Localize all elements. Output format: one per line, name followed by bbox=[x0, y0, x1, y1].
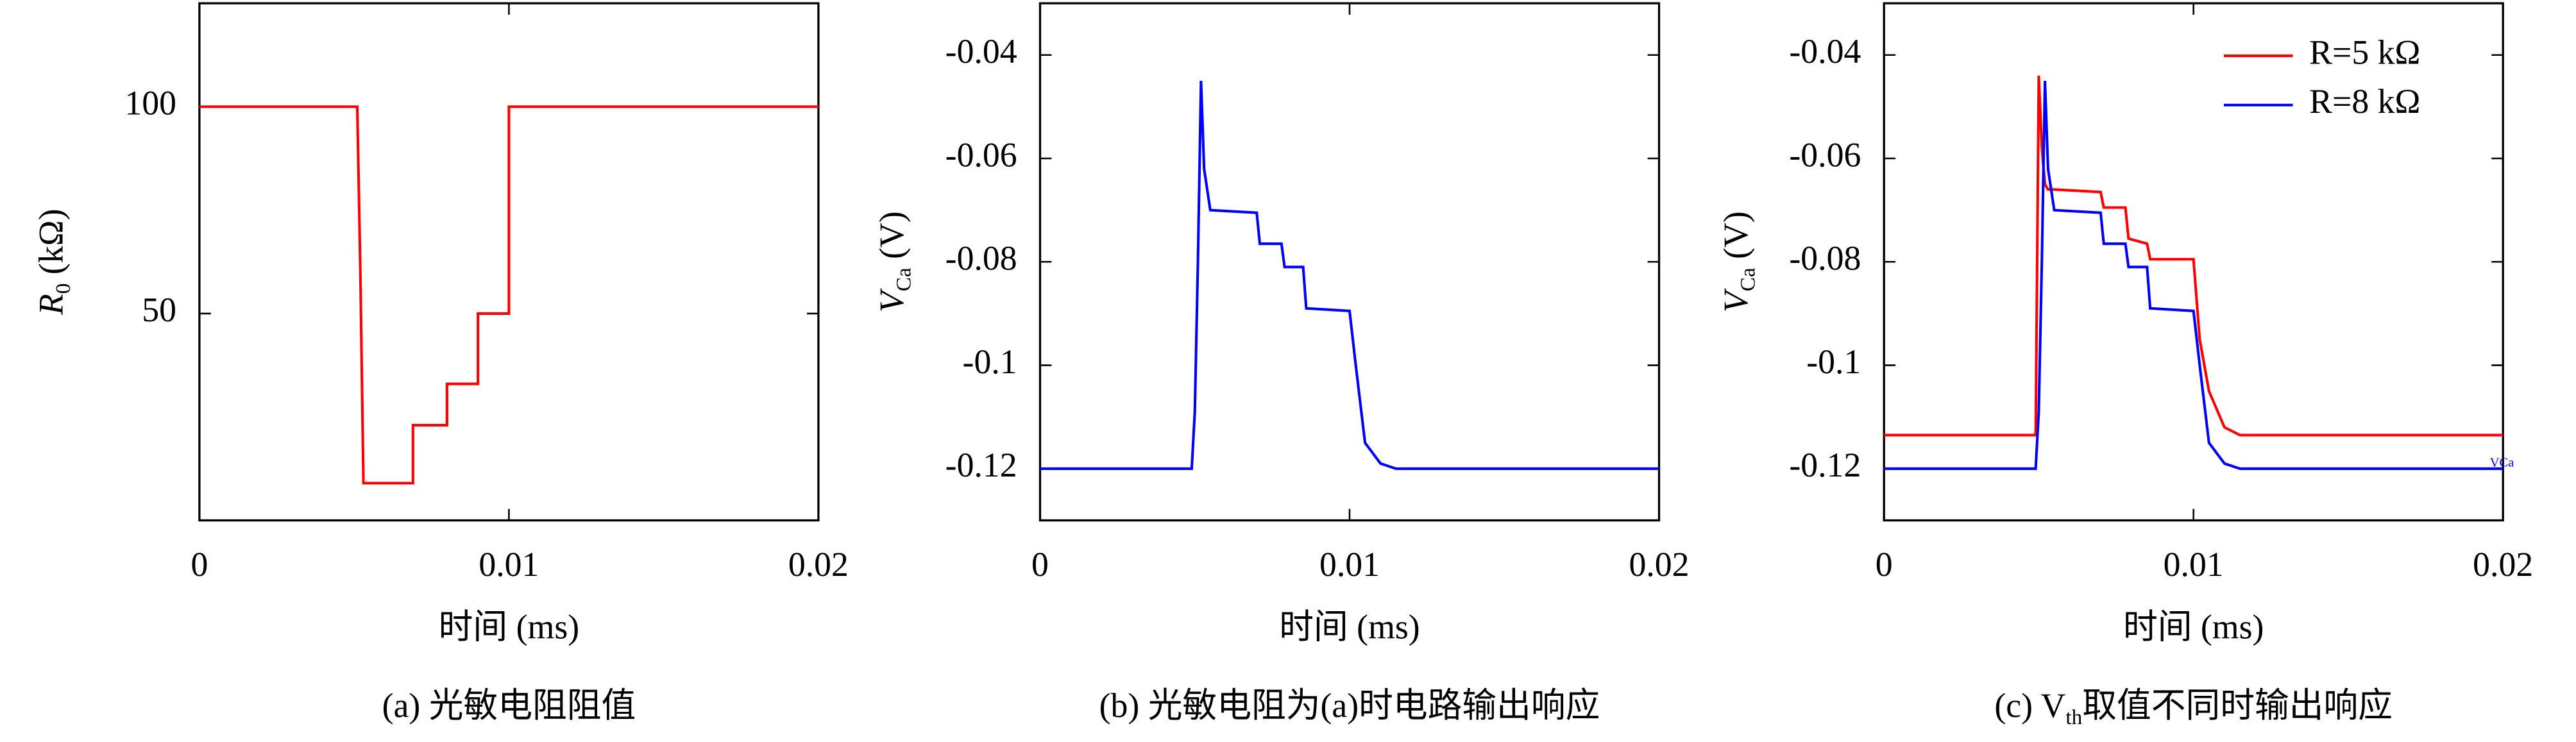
y-tick-label: -0.12 bbox=[1789, 446, 1861, 484]
y-tick-label: -0.04 bbox=[1789, 32, 1861, 71]
y-tick-label: -0.1 bbox=[1806, 342, 1861, 381]
data-line bbox=[1040, 80, 1659, 470]
legend-label: R=8 kΩ bbox=[2309, 82, 2420, 121]
x-tick-label: 0.02 bbox=[788, 545, 849, 584]
annotation: VCa bbox=[2490, 455, 2514, 469]
y-axis-label-rest: (kΩ) bbox=[32, 209, 71, 283]
axes-frame bbox=[1038, 2, 1661, 522]
y-axis-label-main: R bbox=[32, 294, 71, 316]
x-axis-label: 时间 (ms) bbox=[439, 607, 579, 646]
y-tick-label: -0.06 bbox=[1789, 135, 1861, 174]
x-tick-label: 0.01 bbox=[479, 545, 539, 584]
y-axis-label-main: V bbox=[1716, 288, 1755, 312]
caption-rest: 取值不同时输出响应 bbox=[2082, 686, 2393, 725]
annotation-sub: Ca bbox=[2500, 455, 2514, 469]
caption: (a) 光敏电阻阻值 bbox=[382, 686, 636, 725]
x-tick-label: 0.01 bbox=[2164, 545, 2224, 584]
y-axis-label-sub: Ca bbox=[892, 267, 915, 291]
y-axis-label-rest: (V) bbox=[873, 211, 911, 267]
legend-label: R=5 kΩ bbox=[2309, 33, 2420, 71]
x-tick-label: 0.02 bbox=[1629, 545, 1689, 584]
data-line bbox=[199, 105, 818, 485]
caption-sub: th bbox=[2065, 705, 2082, 729]
x-tick-label: 0.02 bbox=[2473, 545, 2533, 584]
data-line bbox=[1884, 75, 2504, 437]
y-tick-label: -0.04 bbox=[945, 32, 1017, 71]
caption-main: (c) V bbox=[1994, 686, 2065, 725]
y-tick-label: -0.1 bbox=[963, 342, 1017, 381]
y-axis-label-sub: Ca bbox=[1736, 267, 1759, 291]
caption: (c) Vth取值不同时输出响应 bbox=[1994, 686, 2393, 729]
x-tick-label: 0 bbox=[1876, 545, 1893, 584]
y-tick-label: -0.06 bbox=[945, 135, 1017, 174]
annotation-main: V bbox=[2490, 455, 2500, 469]
y-axis-label-rest: (V) bbox=[1716, 211, 1755, 267]
y-axis-label: VCa (V) bbox=[873, 211, 916, 312]
y-tick-label: 50 bbox=[142, 291, 176, 329]
caption-main: (b) 光敏电阻为(a)时电路输出响应 bbox=[1099, 686, 1600, 725]
y-tick-label: 100 bbox=[124, 84, 176, 122]
y-tick-label: -0.08 bbox=[1789, 239, 1861, 278]
caption: (b) 光敏电阻为(a)时电路输出响应 bbox=[1099, 686, 1600, 725]
x-tick-label: 0.01 bbox=[1319, 545, 1380, 584]
data-line bbox=[1884, 80, 2504, 470]
x-axis-label: 时间 (ms) bbox=[1279, 607, 1419, 646]
x-tick-label: 0 bbox=[1031, 545, 1049, 584]
y-axis-label: R0 (kΩ) bbox=[32, 209, 75, 316]
y-axis-label: VCa (V) bbox=[1716, 211, 1759, 312]
y-axis-label-sub: 0 bbox=[51, 283, 75, 294]
caption-main: (a) 光敏电阻阻值 bbox=[382, 686, 636, 725]
x-axis-label: 时间 (ms) bbox=[2123, 607, 2264, 646]
y-tick-label: -0.12 bbox=[945, 446, 1017, 484]
y-tick-label: -0.08 bbox=[945, 239, 1017, 278]
x-tick-label: 0 bbox=[191, 545, 208, 584]
y-axis-label-main: V bbox=[873, 288, 911, 312]
